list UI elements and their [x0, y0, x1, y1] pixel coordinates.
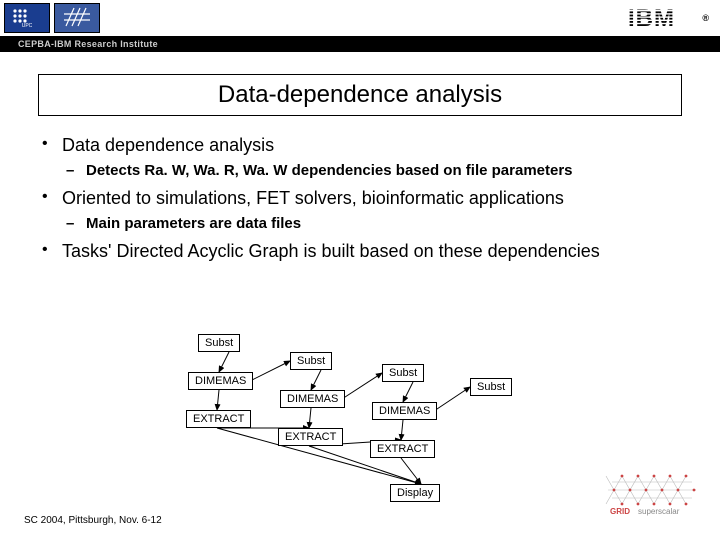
dag-node: Display [390, 484, 440, 502]
bullet-item: Oriented to simulations, FET solvers, bi… [26, 187, 694, 234]
svg-text:GRID: GRID [610, 507, 630, 516]
dag-node: Subst [382, 364, 424, 382]
ibm-logo-svg: IBM [628, 5, 700, 31]
dag-node: Subst [198, 334, 240, 352]
header: UPC [0, 0, 720, 52]
sub-item: Detects Ra. W, Wa. R, Wa. W dependencies… [62, 161, 694, 181]
sub-list: Detects Ra. W, Wa. R, Wa. W dependencies… [62, 161, 694, 181]
dag-node: DIMEMAS [280, 390, 345, 408]
black-bar: CEPBA-IBM Research Institute [0, 36, 720, 52]
slide-title: Data-dependence analysis [38, 74, 682, 116]
sub-item: Main parameters are data files [62, 214, 694, 234]
header-top: UPC [0, 0, 720, 36]
dag-diagram: Subst DIMEMAS EXTRACT Subst DIMEMAS EXTRACT Su… [170, 334, 550, 514]
ibm-logo: IBM ® [628, 5, 710, 31]
dag-node: DIMEMAS [372, 402, 437, 420]
bullet-item: Tasks' Directed Acyclic Graph is built b… [26, 240, 694, 263]
bsc-logo [54, 3, 100, 33]
institute-label: CEPBA-IBM Research Institute [18, 39, 158, 49]
dag-node: EXTRACT [186, 410, 251, 428]
dag-node: Subst [470, 378, 512, 396]
dag-node: DIMEMAS [188, 372, 253, 390]
svg-text:superscalar: superscalar [638, 507, 680, 516]
sub-list: Main parameters are data files [62, 214, 694, 234]
bullet-item: Data dependence analysis Detects Ra. W, … [26, 134, 694, 181]
ibm-reg: ® [702, 13, 710, 23]
bullet-list: Data dependence analysis Detects Ra. W, … [26, 134, 694, 263]
grid-superscalar-logo: GRID superscalar [602, 474, 702, 518]
left-logos: UPC [4, 3, 100, 33]
upc-logo: UPC [4, 3, 50, 33]
footer-text: SC 2004, Pittsburgh, Nov. 6-12 [24, 515, 162, 526]
svg-text:IBM: IBM [628, 5, 675, 31]
svg-text:UPC: UPC [22, 23, 33, 29]
bullet-text: Oriented to simulations, FET solvers, bi… [62, 188, 564, 208]
content: Data dependence analysis Detects Ra. W, … [0, 116, 720, 263]
bullet-text: Data dependence analysis [62, 135, 274, 155]
dag-node: Subst [290, 352, 332, 370]
bullet-text: Tasks' Directed Acyclic Graph is built b… [62, 241, 600, 261]
dag-node: EXTRACT [370, 440, 435, 458]
dag-node: EXTRACT [278, 428, 343, 446]
